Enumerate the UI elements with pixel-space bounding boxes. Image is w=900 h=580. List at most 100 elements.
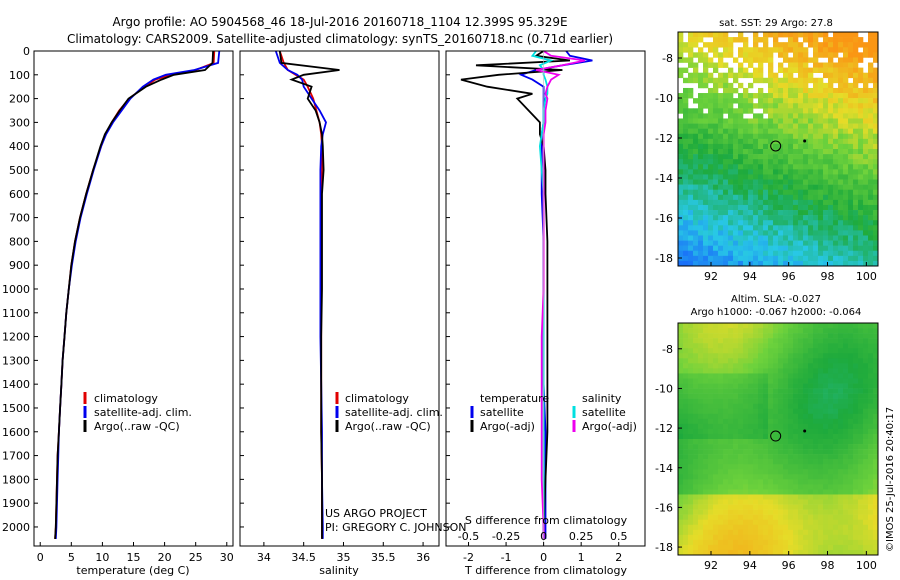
map-cell	[718, 103, 724, 109]
map-cell	[708, 338, 714, 344]
map-cell	[793, 418, 799, 425]
map-cell	[848, 418, 854, 425]
map-cell	[833, 220, 839, 226]
map-cell	[758, 408, 764, 415]
map-cell	[813, 328, 819, 334]
map-cell	[713, 133, 719, 140]
map-cell	[683, 373, 689, 379]
map-cell	[698, 519, 704, 526]
map-cell	[808, 154, 814, 160]
map-cell	[733, 418, 739, 425]
map-cell	[853, 133, 859, 140]
map-cell	[803, 403, 809, 410]
map-cell	[853, 230, 859, 236]
map-cell	[703, 393, 709, 399]
map-cell	[758, 383, 764, 389]
map-cell	[868, 418, 874, 425]
map-cell	[813, 403, 819, 410]
map-cell	[698, 398, 704, 404]
map-cell	[818, 519, 824, 526]
map-cell	[798, 189, 804, 196]
map-cell	[793, 353, 799, 359]
map-cell	[863, 484, 869, 490]
map-cell	[833, 383, 839, 389]
map-cell	[793, 343, 799, 349]
map-cell	[758, 418, 764, 425]
map-cell	[693, 154, 699, 160]
map-cell	[728, 519, 734, 526]
map-cell	[868, 358, 874, 364]
map-cell	[728, 378, 734, 384]
map-cell	[718, 383, 724, 389]
map-cell	[738, 428, 744, 435]
map-cell	[733, 72, 739, 79]
map-cell	[753, 539, 759, 546]
map-cell	[678, 358, 684, 364]
map-cell	[688, 128, 694, 135]
map-cell	[748, 103, 754, 109]
map-cell	[818, 42, 824, 48]
map-cell	[808, 398, 814, 404]
s-diff-tick-label: 0.5	[610, 530, 628, 543]
map-cell	[748, 529, 754, 536]
map-cell	[828, 388, 834, 394]
map-cell	[793, 42, 799, 48]
map-cell	[863, 403, 869, 410]
map-cell	[853, 108, 859, 114]
map-cell	[848, 423, 854, 430]
map-cell	[843, 210, 849, 216]
map-cell	[743, 255, 749, 262]
map-cell	[823, 169, 829, 175]
map-cell	[823, 539, 829, 546]
map-cell	[768, 323, 774, 329]
map-cell	[818, 240, 824, 246]
map-cell	[783, 544, 789, 551]
map-cell	[693, 123, 699, 129]
sst-map-panel: sat. SST: 29 Argo: 27.8 92 94 96 98 100-8-10…	[655, 18, 879, 283]
map-cell	[688, 529, 694, 536]
map-cell	[723, 159, 729, 165]
map-cell	[738, 108, 744, 114]
map-cell	[703, 72, 709, 79]
map-cell	[813, 37, 819, 43]
map-cell	[728, 128, 734, 135]
map-cell	[713, 388, 719, 394]
map-cell	[683, 194, 689, 201]
map-cell	[808, 32, 814, 38]
map-cell	[783, 408, 789, 415]
map-cell	[768, 539, 774, 546]
map-cell	[818, 52, 824, 58]
map-cell	[728, 47, 734, 53]
map-cell	[733, 549, 739, 556]
map-cell	[778, 184, 784, 190]
map-cell	[863, 519, 869, 526]
map-cell	[853, 199, 859, 206]
map-cell	[863, 524, 869, 531]
map-cell	[693, 393, 699, 399]
map-cell	[703, 479, 709, 485]
map-cell	[678, 37, 684, 43]
map-cell	[863, 413, 869, 420]
map-cell	[793, 499, 799, 505]
map-cell	[713, 383, 719, 389]
map-cell	[843, 179, 849, 185]
map-cell	[853, 128, 859, 135]
map-cell	[828, 519, 834, 526]
map-cell	[763, 164, 769, 170]
map-cell	[733, 210, 739, 216]
map-cell	[833, 398, 839, 404]
map-cell	[843, 358, 849, 364]
map-cell	[728, 230, 734, 236]
map-cell	[693, 428, 699, 435]
map-cell	[728, 210, 734, 216]
map-cell	[843, 333, 849, 339]
map-cell	[858, 128, 864, 135]
map-cell	[858, 154, 864, 160]
map-cell	[748, 408, 754, 415]
map-cell	[768, 459, 774, 465]
map-cell	[843, 403, 849, 410]
map-cell	[738, 524, 744, 531]
map-cell	[693, 328, 699, 334]
map-cell	[823, 398, 829, 404]
map-cell	[763, 133, 769, 140]
